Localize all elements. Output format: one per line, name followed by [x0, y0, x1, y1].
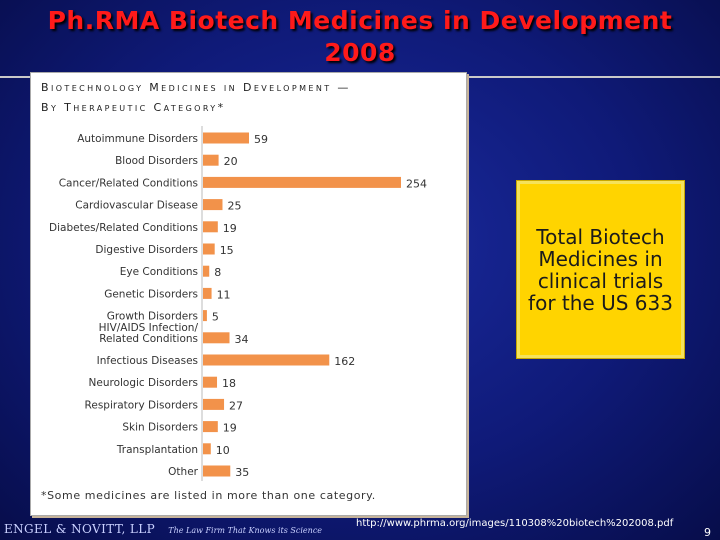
source-url: http://www.phrma.org/images/110308%20bio… — [356, 518, 674, 529]
bar-value-label: 11 — [217, 288, 231, 301]
bar-value-label: 15 — [220, 244, 234, 257]
bar-value-label: 20 — [224, 155, 238, 168]
bar — [203, 443, 211, 455]
bar — [203, 421, 218, 433]
bar — [203, 199, 223, 211]
bar — [203, 176, 401, 188]
firm-footer: ENGEL & NOVITT, LLP The Law Firm That Kn… — [4, 518, 322, 537]
page-number: 9 — [704, 526, 711, 539]
bar — [203, 243, 215, 255]
category-label: Skin Disorders — [122, 422, 198, 434]
bar-chart: Autoimmune Disorders 59 Blood Disorders 20 C… — [49, 126, 427, 481]
firm-tagline: The Law Firm That Knows its Science — [168, 526, 323, 535]
category-label: Other — [168, 466, 198, 478]
bar — [203, 310, 207, 322]
bar-value-label: 254 — [406, 177, 427, 190]
chart-footnote: *Some medicines are listed in more than … — [41, 489, 376, 502]
category-label: Cardiovascular Disease — [75, 200, 198, 212]
chart-title-line1: Biotechnology Medicines in Development — — [41, 81, 351, 94]
bar-value-label: 19 — [223, 422, 237, 435]
bar-value-label: 19 — [223, 222, 237, 235]
bar-value-label: 25 — [227, 200, 241, 213]
category-label: Transplantation — [116, 444, 198, 456]
category-label: Neurologic Disorders — [89, 377, 198, 389]
bar — [203, 265, 210, 277]
bar — [203, 132, 249, 144]
category-label: Eye Conditions — [120, 266, 198, 278]
category-label: Growth Disorders — [107, 311, 198, 323]
bar-value-label: 8 — [214, 266, 221, 279]
bar — [203, 376, 218, 388]
bar — [203, 221, 218, 233]
firm-name: ENGEL & NOVITT, LLP — [4, 522, 156, 536]
category-label: Blood Disorders — [115, 155, 198, 167]
bar-value-label: 162 — [334, 355, 355, 368]
total-callout-box: Total Biotech Medicines in clinical tria… — [516, 180, 685, 359]
category-label: Digestive Disorders — [95, 244, 198, 256]
category-label: Respiratory Disorders — [85, 399, 198, 411]
bar — [203, 332, 230, 344]
category-label: Autoimmune Disorders — [77, 133, 198, 145]
category-label: Genetic Disorders — [104, 288, 198, 300]
bar-value-label: 59 — [254, 133, 268, 146]
category-label: Diabetes/Related Conditions — [49, 222, 198, 234]
bar — [203, 465, 231, 477]
bar — [203, 354, 330, 366]
total-callout-text: Total Biotech Medicines in clinical tria… — [528, 224, 673, 315]
bar-value-label: 5 — [212, 311, 219, 324]
bar — [203, 287, 212, 299]
bar-value-label: 35 — [235, 466, 249, 479]
category-label: Cancer/Related Conditions — [59, 177, 198, 189]
chart-title-line2: By Therapeutic Category* — [41, 101, 226, 114]
title-bar: Ph.RMA Biotech Medicines in Development … — [0, 0, 720, 78]
bar — [203, 154, 219, 166]
slide-title-line1: Ph.RMA Biotech Medicines in Development — [47, 6, 673, 35]
slide-title-line2: 2008 — [324, 38, 396, 67]
bar-value-label: 10 — [216, 444, 230, 457]
category-label: HIV/AIDS Infection/Related Conditions — [99, 322, 199, 345]
bar-value-label: 27 — [229, 399, 243, 412]
bar — [203, 398, 225, 410]
bar-value-label: 34 — [235, 333, 249, 346]
chart-card: Biotechnology Medicines in Development —… — [30, 72, 467, 516]
category-label: Infectious Diseases — [97, 355, 198, 367]
bar-value-label: 18 — [222, 377, 236, 390]
